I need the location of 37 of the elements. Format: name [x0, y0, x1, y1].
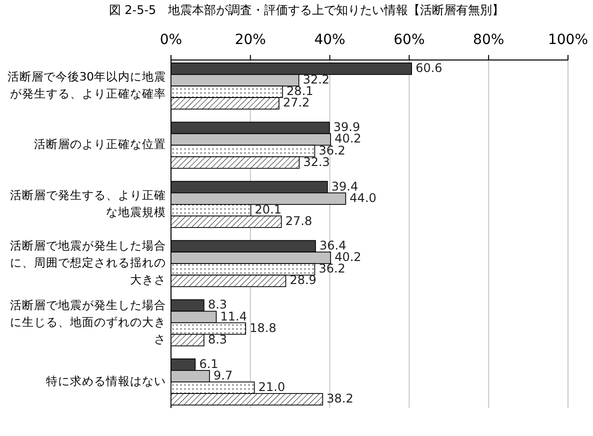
data-label: 27.8	[285, 214, 312, 228]
data-label: 28.1	[286, 84, 314, 98]
data-label: 20.1	[254, 202, 282, 216]
data-label: 36.2	[318, 262, 346, 276]
data-label: 6.1	[199, 356, 218, 371]
data-label: 36.2	[318, 143, 346, 158]
chart-title: 図 2-5-5 地震本部が調査・評価する上で知りたい情報【活断層有無別】	[108, 3, 504, 17]
y-tick-label: 活断層で発生する、より正確な地震規模	[10, 188, 166, 220]
data-label: 18.8	[250, 320, 276, 335]
y-tick-label: 活断層で今後30年以内に地震が発生する、より正確な確率	[7, 70, 166, 101]
data-label: 32.2	[302, 72, 330, 87]
data-label: 40.2	[334, 250, 362, 264]
data-label: 8.3	[208, 332, 228, 346]
data-label: 27.2	[282, 96, 310, 110]
y-tick-label: 活断層のより正確な位置	[34, 137, 166, 152]
y-tick-label: 活断層で地震が発生した場合に、周囲で想定される揺れの大きさ	[10, 238, 166, 287]
data-label: 28.9	[290, 273, 316, 288]
y-tick-label: 特に求める情報はない	[46, 374, 166, 388]
data-label: 39.4	[331, 179, 358, 194]
y-tick-label: 活断層で地震が発生した場合に生じる、地面のずれの大きさ	[10, 298, 166, 346]
x-tick-label: 100%	[548, 32, 588, 48]
x-tick-label: 60%	[394, 32, 425, 48]
x-tick-label: 80%	[473, 32, 504, 48]
x-tick-label: 40%	[314, 32, 346, 48]
data-label: 11.4	[220, 309, 247, 324]
data-label: 8.3	[208, 298, 228, 312]
x-tick-label: 0%	[160, 32, 182, 48]
data-label: 32.3	[303, 154, 330, 169]
data-label: 36.4	[320, 238, 346, 253]
data-label: 44.0	[350, 190, 376, 205]
data-label: 40.2	[334, 132, 362, 146]
data-label: 39.9	[333, 120, 360, 134]
data-label: 60.6	[416, 61, 442, 76]
x-tick-label: 20%	[234, 32, 266, 48]
data-label: 9.7	[214, 368, 233, 382]
data-label: 38.2	[326, 392, 354, 406]
data-label: 21.0	[258, 380, 286, 394]
